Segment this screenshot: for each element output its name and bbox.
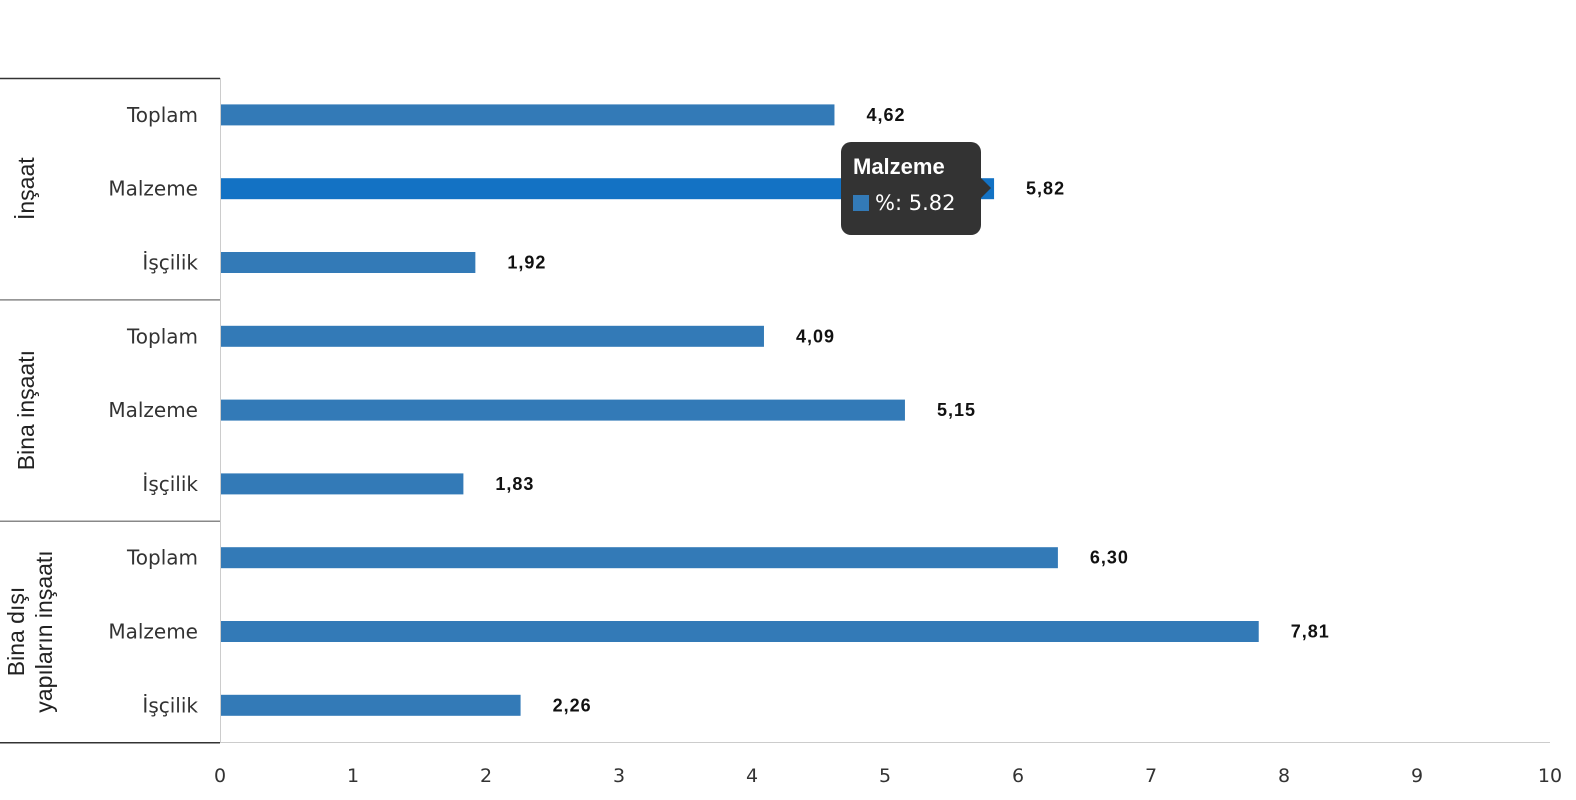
category-label: Toplam <box>126 546 198 570</box>
category-label: Toplam <box>126 103 198 127</box>
bar[interactable] <box>221 621 1259 642</box>
group-label: Bina dışı <box>3 587 29 677</box>
x-tick-label: 2 <box>480 765 492 787</box>
data-label: 1,92 <box>507 253 546 273</box>
tooltip-value-row: %: 5.82 <box>853 188 969 218</box>
data-label: 4,09 <box>796 326 835 346</box>
tooltip-swatch <box>853 195 869 211</box>
category-label: İşçilik <box>142 251 198 275</box>
group-label: yapıların inşaatı <box>31 550 57 712</box>
bar[interactable] <box>221 104 835 126</box>
category-label: Malzeme <box>108 398 198 422</box>
tooltip-value: %: 5.82 <box>875 191 956 215</box>
x-tick-label: 1 <box>347 765 359 787</box>
x-tick-label: 4 <box>746 765 758 787</box>
data-label: 1,83 <box>495 474 534 494</box>
x-tick-label: 7 <box>1145 765 1157 787</box>
category-label: İşçilik <box>142 472 198 496</box>
bar[interactable] <box>221 547 1058 569</box>
data-label: 6,30 <box>1090 548 1129 568</box>
bar[interactable] <box>221 178 995 200</box>
category-label: Malzeme <box>108 177 198 201</box>
x-tick-label: 0 <box>214 765 226 787</box>
x-tick-label: 9 <box>1411 765 1423 787</box>
tooltip-arrow <box>980 177 991 199</box>
data-label: 2,26 <box>553 695 592 715</box>
bar[interactable] <box>221 694 521 716</box>
category-label: İşçilik <box>142 693 198 717</box>
bar[interactable] <box>221 252 476 273</box>
x-tick-label: 8 <box>1278 765 1290 787</box>
x-tick-label: 5 <box>879 765 891 787</box>
bar[interactable] <box>221 325 764 347</box>
category-label: Malzeme <box>108 620 198 644</box>
data-label: 4,62 <box>866 105 905 125</box>
group-label: Bina inşaatı <box>13 350 39 470</box>
x-tick-label: 6 <box>1012 765 1024 787</box>
group-label: İnşaat <box>13 157 39 220</box>
x-tick-label: 3 <box>613 765 625 787</box>
tooltip-title: Malzeme <box>853 154 945 179</box>
data-label: 5,15 <box>937 400 976 420</box>
data-label: 5,82 <box>1026 179 1065 199</box>
x-tick-label: 10 <box>1538 765 1562 787</box>
tooltip: Malzeme %: 5.82 <box>841 142 991 235</box>
bar[interactable] <box>221 399 905 421</box>
category-label: Toplam <box>126 324 198 348</box>
bar[interactable] <box>221 473 464 495</box>
data-label: 7,81 <box>1291 622 1330 642</box>
